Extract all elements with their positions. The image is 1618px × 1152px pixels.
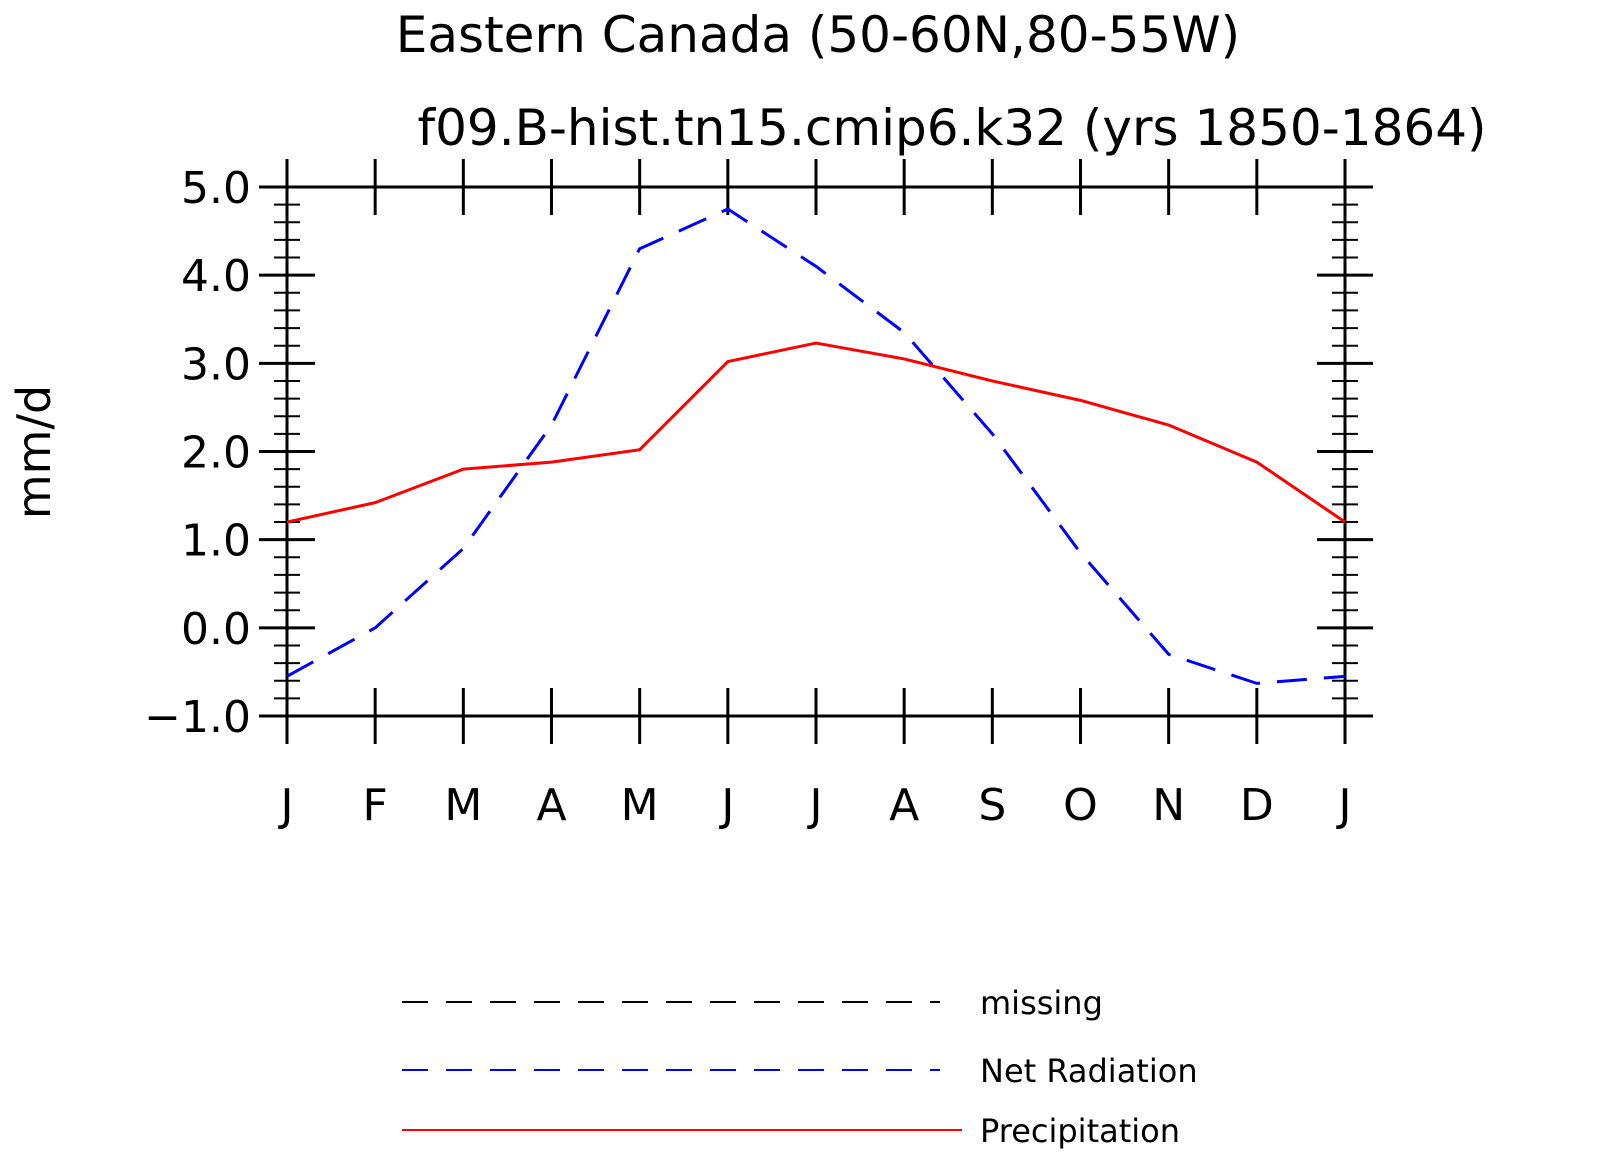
x-tick-label: N (1152, 780, 1185, 831)
x-tick-label: O (1063, 780, 1098, 831)
legend-label: missing (980, 984, 1103, 1022)
x-tick-label: F (363, 780, 388, 831)
y-tick-label: −1.0 (144, 692, 251, 743)
x-tick-label: S (978, 780, 1006, 831)
x-tick-label: J (807, 780, 823, 831)
x-tick-label: A (889, 780, 919, 831)
x-tick-label: D (1240, 780, 1274, 831)
series-layer (286, 207, 1346, 685)
series-line-net-radiation (286, 207, 1346, 685)
y-tick-label: 1.0 (181, 516, 251, 567)
y-tick-label: 3.0 (181, 339, 251, 390)
x-tick-label: J (1336, 780, 1352, 831)
legend: missing Net Radiation Precipitation (402, 984, 1198, 1150)
x-tick-label: J (278, 780, 294, 831)
legend-label: Net Radiation (980, 1052, 1198, 1090)
axes: −1.0 0.0 1.0 2.0 3.0 4.0 5.0 J F M A M J J A S O N D J (144, 159, 1373, 831)
y-tick-label: 4.0 (181, 251, 251, 302)
y-tick-label: 5.0 (181, 163, 251, 214)
x-tick-label: A (536, 780, 566, 831)
chart-subtitle: f09.B-hist.tn15.cmip6.k32 (yrs 1850-1864… (417, 99, 1486, 157)
y-axis-label: mm/d (7, 385, 61, 519)
series-line-precipitation (286, 341, 1346, 524)
x-tick-label: J (718, 780, 734, 831)
x-tick-label: M (444, 780, 482, 831)
y-tick-label: 0.0 (181, 604, 251, 655)
y-tick-label: 2.0 (181, 428, 251, 479)
chart-title: Eastern Canada (50-60N,80-55W) (396, 6, 1240, 64)
x-tick-label: M (621, 780, 659, 831)
legend-label: Precipitation (980, 1112, 1180, 1150)
